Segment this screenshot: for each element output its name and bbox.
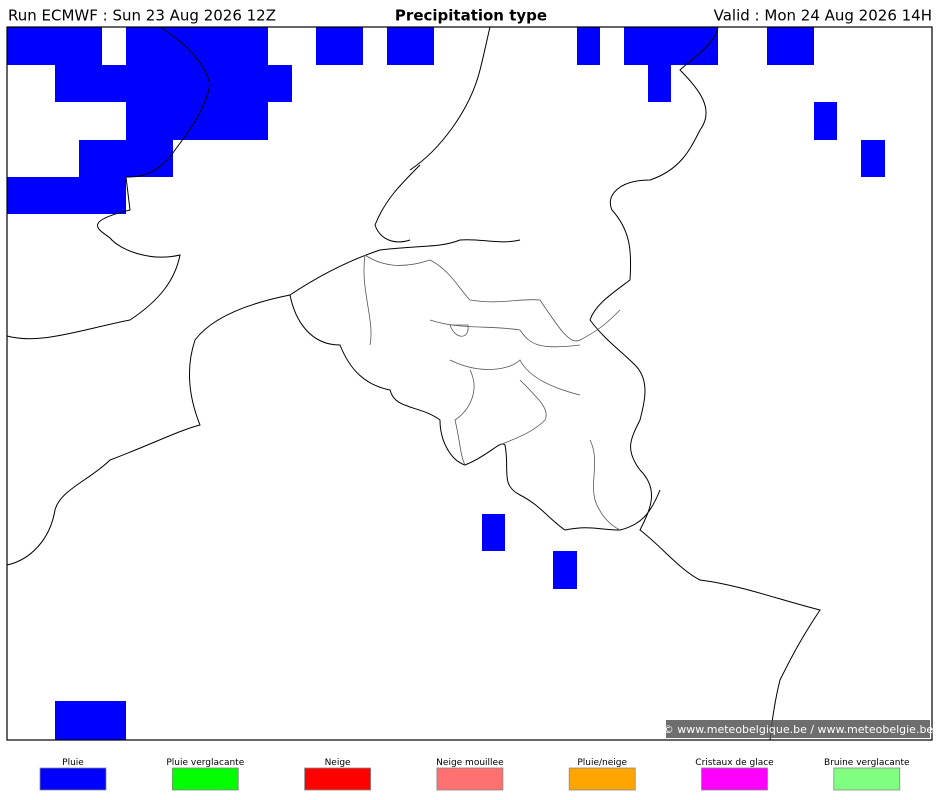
legend-label: Neige [325, 758, 351, 768]
legend-swatch [833, 767, 901, 791]
precip-cell [767, 27, 814, 65]
run-info: Run ECMWF : Sun 23 Aug 2026 12Z [8, 7, 276, 25]
legend-swatch [436, 767, 504, 791]
legend-label: Neige mouillee [436, 758, 504, 768]
precip-cell [79, 140, 173, 177]
legend-label: Pluie [62, 758, 84, 768]
map-title: Precipitation type [395, 7, 547, 25]
precip-cell [861, 140, 885, 177]
precip-cell [624, 27, 718, 65]
legend-label: Pluie verglacante [166, 758, 244, 768]
legend-label: Pluie/neige [577, 758, 627, 768]
legend-swatch [171, 767, 239, 791]
precip-cell [648, 65, 671, 102]
precip-cell [7, 27, 102, 65]
precip-cell [126, 102, 268, 140]
precip-cell [482, 514, 505, 551]
precip-cell [316, 27, 363, 65]
precip-cell [55, 701, 126, 740]
precip-cell [553, 551, 577, 589]
valid-time: Valid : Mon 24 Aug 2026 14H [714, 7, 932, 25]
legend-swatch [39, 767, 107, 791]
legend: Pluie Pluie verglacante Neige Neige mouille… [39, 758, 910, 791]
precip-cell [387, 27, 434, 65]
watermark: © www.meteobelgique.be / www.meteobelgie… [663, 723, 934, 736]
watermark-bg [666, 720, 930, 738]
map-frame [6, 26, 933, 741]
legend-label: Bruine verglacante [824, 758, 910, 768]
precip-cell [814, 102, 837, 140]
map-lines [6, 26, 821, 741]
precip-cell [55, 65, 292, 102]
precip-cells [7, 27, 885, 740]
legend-swatch [701, 767, 768, 791]
precip-cell [577, 27, 600, 65]
legend-swatch [304, 767, 372, 791]
legend-label: Cristaux de glace [695, 758, 774, 768]
precip-cell [7, 177, 126, 214]
legend-swatch [568, 767, 636, 791]
